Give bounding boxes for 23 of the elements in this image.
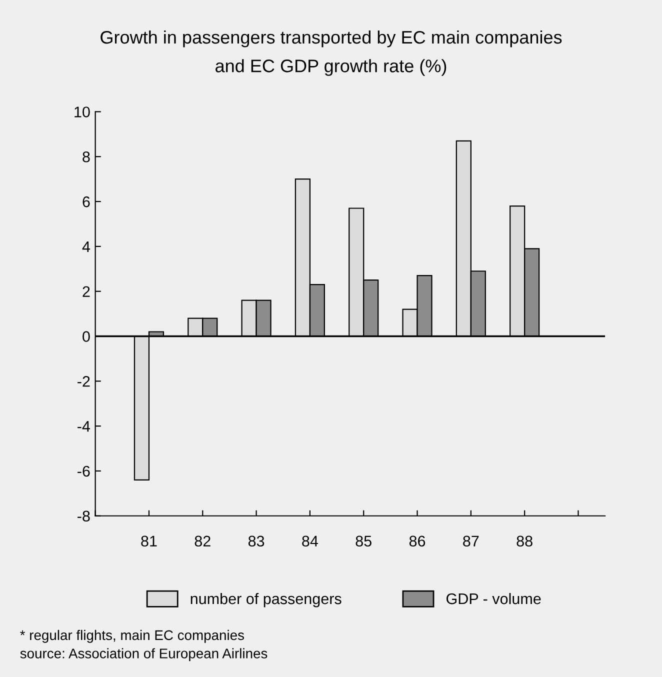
legend-label: number of passengers [190,592,342,608]
y-tick-label: 6 [82,196,90,208]
x-tick-label: 86 [409,536,426,547]
x-tick-label: 84 [302,536,318,547]
y-tick-label: 2 [82,286,90,297]
y-tick-label: 10 [74,106,90,118]
x-tick-label: 88 [516,536,532,547]
x-tick-label: 83 [248,536,264,547]
y-tick-label: 4 [82,241,90,252]
y-tick-label: -4 [78,421,90,432]
chart-title: Growth in passengers transported by EC main companies and EC GDP growth rate (%) [100,30,562,76]
y-tick-label: -8 [78,510,90,522]
x-tick-label: 81 [141,536,157,547]
y-tick-label: 8 [82,151,90,162]
text: * regular flights, main EC companies [20,630,244,643]
y-tick-label: 0 [82,331,90,342]
x-tick-label: 82 [194,536,210,547]
y-tick-label: -6 [78,466,90,477]
x-tick-label: 87 [463,536,479,547]
y-tick-label: -2 [78,376,90,387]
x-tick-label: 85 [356,536,372,547]
legend-label: GDP - volume [446,592,541,604]
source-note: source: Association of European Airlines [20,648,268,662]
